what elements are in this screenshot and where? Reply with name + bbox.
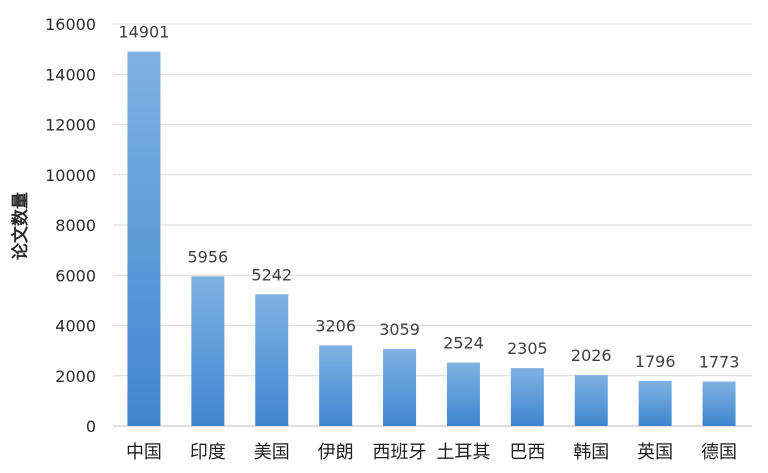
x-category-label: 巴西 <box>509 442 545 463</box>
y-axis-tick-labels: 0 2000 4000 6000 8000 10000 12000 14000 16000 <box>45 15 96 436</box>
bar <box>446 362 480 426</box>
data-labels: 14901 5956 5242 3206 3059 2524 2305 2026 1796 177… <box>118 23 739 372</box>
x-category-label: 土耳其 <box>436 442 490 463</box>
data-label: 1773 <box>699 352 740 371</box>
bar <box>574 375 608 426</box>
y-tick-label: 8000 <box>55 216 96 235</box>
bars <box>127 51 736 427</box>
x-category-label: 中国 <box>126 442 162 463</box>
x-category-label: 韩国 <box>573 442 609 463</box>
bar <box>319 345 353 426</box>
data-label: 5242 <box>251 265 292 284</box>
bar <box>191 276 225 426</box>
y-tick-label: 16000 <box>45 15 96 34</box>
y-axis-title: 论文数量 <box>10 192 31 260</box>
bar <box>255 294 289 426</box>
bar <box>638 380 672 426</box>
data-label: 3059 <box>379 320 420 339</box>
y-tick-label: 14000 <box>45 65 96 84</box>
x-category-label: 美国 <box>254 442 290 463</box>
bar <box>702 381 736 426</box>
data-label: 1796 <box>635 352 676 371</box>
bar <box>383 349 417 426</box>
y-tick-label: 10000 <box>45 166 96 185</box>
data-label: 14901 <box>118 23 169 42</box>
x-category-label: 英国 <box>637 442 673 463</box>
data-label: 3206 <box>315 316 356 335</box>
data-label: 2305 <box>507 339 548 358</box>
y-tick-label: 4000 <box>55 317 96 336</box>
bar <box>127 51 161 427</box>
y-tick-label: 0 <box>86 417 96 436</box>
category-labels: 中国 印度 美国 伊朗 西班牙 土耳其 巴西 韩国 英国 德国 <box>126 442 737 463</box>
x-category-label: 德国 <box>701 442 737 463</box>
y-tick-label: 2000 <box>55 367 96 386</box>
x-category-label: 西班牙 <box>373 442 427 463</box>
data-label: 2026 <box>571 346 612 365</box>
y-tick-label: 12000 <box>45 116 96 135</box>
data-label: 5956 <box>187 247 228 266</box>
x-category-label: 伊朗 <box>318 442 354 463</box>
x-category-label: 印度 <box>190 442 226 463</box>
bar <box>510 368 544 426</box>
y-tick-label: 6000 <box>55 266 96 285</box>
data-label: 2524 <box>443 334 484 353</box>
